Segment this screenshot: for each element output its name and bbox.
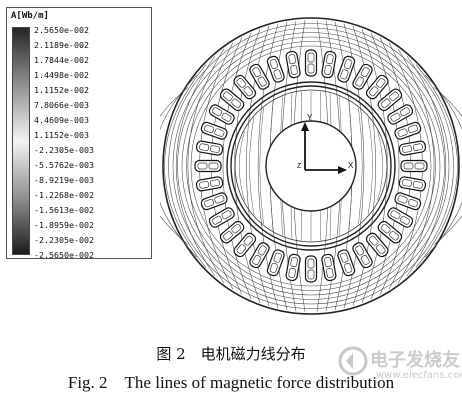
legend-value: 2.1189e-002 — [34, 40, 89, 50]
stator-slot — [304, 49, 318, 77]
stator-slot — [321, 50, 337, 79]
stator-slot — [377, 88, 403, 112]
stator-slot — [365, 232, 389, 258]
flux-line — [424, 74, 462, 258]
stator-slot — [398, 176, 427, 192]
field-plot-figure: A[Wb/m] 2.5650e-002 2.1189e-002 1.7844e-… — [6, 7, 462, 315]
figure-caption-en: Fig. 2 The lines of magnetic force distr… — [67, 373, 395, 392]
outer-stator-boundary — [162, 17, 460, 315]
stator-slot — [200, 121, 228, 140]
stator-slot — [195, 140, 224, 156]
stator-slots — [194, 49, 428, 283]
stator-slot — [266, 55, 285, 83]
flux-contour — [186, 41, 436, 291]
watermark-icon — [338, 346, 368, 376]
legend-value: -8.9219e-003 — [34, 175, 94, 185]
watermark-text: 电子发烧友 — [370, 350, 460, 371]
legend-value: 1.4498e-002 — [34, 70, 89, 80]
rotor-flux-line — [249, 117, 255, 215]
legend-value: 7.8066e-003 — [34, 100, 89, 110]
flux-line — [222, 32, 252, 300]
y-axis-label: Y — [307, 113, 313, 122]
legend-value: -5.5762e-003 — [34, 160, 94, 170]
stator-slot — [208, 207, 235, 228]
legend-value: 4.4609e-003 — [34, 115, 89, 125]
color-legend: A[Wb/m] 2.5650e-002 2.1189e-002 1.7844e-… — [6, 7, 152, 260]
stator-slot — [194, 159, 222, 173]
legend-title: A[Wb/m] — [11, 11, 49, 21]
legend-value: 2.5650e-002 — [34, 25, 89, 35]
flux-line — [352, 26, 376, 306]
flux-contour — [181, 36, 441, 296]
stator-slot — [394, 192, 422, 211]
stator-slot — [304, 255, 318, 283]
air-gap — [226, 81, 396, 251]
stator-slot — [233, 74, 257, 100]
legend-value: -1.2268e-002 — [34, 190, 94, 200]
motor-cross-section: Y X Z — [160, 17, 462, 315]
coordinate-axes: Y X Z — [297, 113, 354, 174]
flux-line — [160, 87, 189, 245]
z-axis-label: Z — [297, 163, 302, 170]
stator-slot — [377, 220, 403, 244]
rotor-flux-line — [377, 131, 383, 201]
stator-slot — [321, 253, 337, 282]
flux-line — [187, 48, 225, 284]
stator-slot — [387, 207, 414, 228]
stator-slot — [266, 249, 285, 277]
stator-slot — [387, 104, 414, 125]
stator-slot — [200, 192, 228, 211]
stator-slot — [208, 104, 235, 125]
flux-contour — [168, 23, 454, 309]
legend-value: 1.1152e-002 — [34, 85, 89, 95]
stator-slot — [365, 74, 389, 100]
legend-value: 1.1152e-003 — [34, 130, 89, 140]
flux-contour — [172, 27, 450, 305]
legend-colorbar — [12, 27, 30, 255]
rotor-flux-line — [367, 117, 373, 215]
flux-line — [370, 32, 400, 300]
legend-value: -2.2305e-003 — [34, 145, 94, 155]
legend-value: 1.7844e-002 — [34, 55, 89, 65]
figure-caption-cn: 图 2 电机磁力线分布 — [156, 345, 306, 363]
flux-line — [397, 48, 435, 284]
flux-line — [415, 64, 458, 268]
legend-value: -2.2305e-002 — [34, 235, 94, 245]
stator-slot — [285, 253, 301, 282]
stator-slot — [249, 242, 270, 269]
legend-value: -1.8959e-002 — [34, 220, 94, 230]
flux-line — [433, 87, 462, 245]
stator-slot — [249, 63, 270, 90]
stator-slot — [285, 50, 301, 79]
flux-line — [160, 74, 198, 258]
shaft — [265, 120, 357, 212]
stator-slot — [219, 220, 245, 244]
rotor-flux-line — [358, 107, 363, 225]
flux-line — [246, 26, 270, 306]
stator-slot — [233, 232, 257, 258]
watermark-logo: 电子发烧友 www.elecfans.com — [336, 344, 462, 388]
stator-slot — [352, 242, 373, 269]
legend-value: -1.5613e-002 — [34, 205, 94, 215]
flux-line — [175, 55, 216, 277]
flux-contour — [177, 32, 445, 300]
stator-slot — [398, 140, 427, 156]
flux-line — [406, 55, 447, 277]
rotor-flux-line — [239, 131, 245, 201]
flux-contour — [190, 45, 432, 287]
stator-slot — [352, 63, 373, 90]
stator-slot — [337, 55, 356, 83]
x-axis-label: X — [348, 161, 354, 170]
stator-slot — [219, 88, 245, 112]
stator-slot — [195, 176, 224, 192]
stator-slot — [400, 159, 428, 173]
rotor-flux-line — [259, 107, 264, 225]
stator-slot — [337, 249, 356, 277]
flux-line — [164, 64, 207, 268]
watermark-url: www.elecfans.com — [376, 370, 462, 381]
stator-slot — [394, 121, 422, 140]
legend-value: -2.5650e-002 — [34, 250, 94, 260]
